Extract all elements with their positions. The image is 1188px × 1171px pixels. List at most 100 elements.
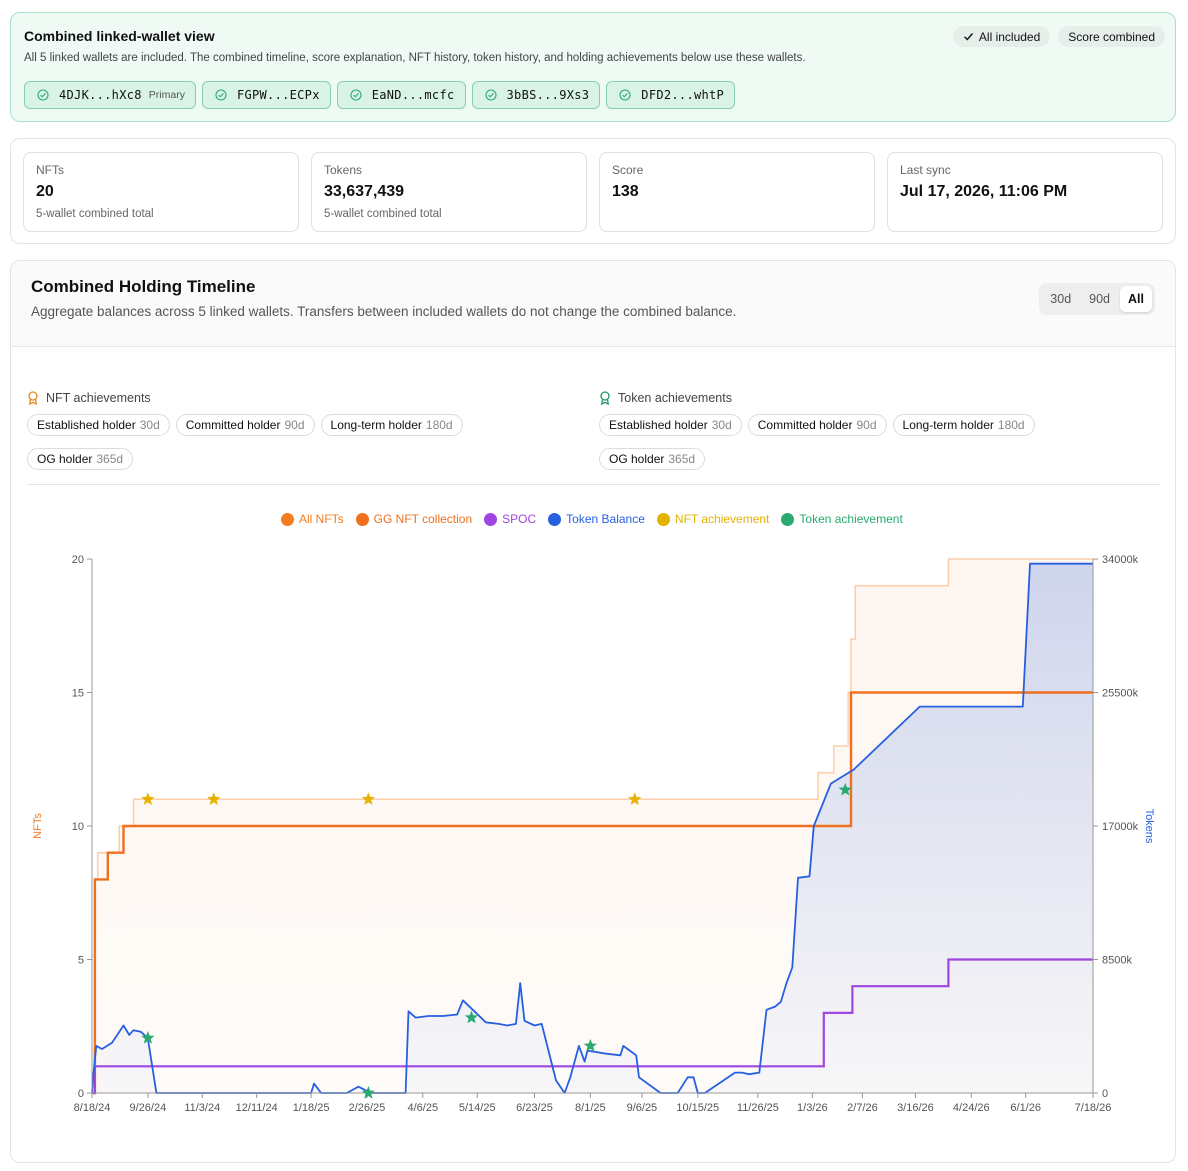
award-icon [600,391,610,405]
y-right-tick-label: 17000k [1102,821,1139,833]
section-divider [27,484,1161,485]
x-tick-label: 6/23/25 [516,1102,553,1114]
legend-item-spoc[interactable]: SPOC [484,512,536,526]
token-achievements: Token achievements Established holder 30d… [599,388,1159,470]
timeline-description: Aggregate balances across 5 linked walle… [31,304,737,319]
wallet-address: 4DJK...hXc8 [59,88,142,102]
achievement-duration: 90d [856,418,877,432]
nft-achievement-marker [628,792,642,805]
wallet-chip[interactable]: 4DJK...hXc8 Primary [24,81,196,109]
achievement-name: Established holder [609,418,708,432]
stat-label: Score [612,163,644,177]
legend-item-gg-nft[interactable]: GG NFT collection [355,512,473,526]
x-tick-label: 2/26/25 [349,1102,386,1114]
y-right-axis-label: Tokens [1143,809,1155,844]
wallet-list: 4DJK...hXc8 Primary FGPW...ECPx EaND...m… [24,81,736,109]
all-included-label: All included [978,29,1041,44]
legend-label: GG NFT collection [373,512,473,526]
y-left-tick-label: 15 [72,688,84,700]
y-right-tick-label: 34000k [1102,554,1139,566]
x-tick-label: 9/6/25 [627,1102,658,1114]
stat-label: Tokens [324,163,363,177]
y-left-tick-label: 20 [72,554,84,566]
y-right-tick-label: 8500k [1102,955,1132,967]
token-balance-area [92,563,1093,1093]
score-combined-label: Score combined [1068,29,1155,44]
x-tick-label: 12/11/24 [236,1102,278,1114]
stat-sub: 5-wallet combined total [36,208,154,220]
achievement-chip: Established holder 30d [599,414,742,436]
token-achievements-header: Token achievements [599,388,1159,408]
all-included-badge: All included [952,26,1051,47]
legend-swatch [548,512,562,526]
x-tick-label: 8/1/25 [575,1102,606,1114]
y-right-tick-label: 0 [1102,1088,1108,1100]
wallet-chip[interactable]: DFD2...whtP [606,81,736,109]
achievement-duration: 365d [96,452,124,466]
timeline-header: Combined Holding Timeline Aggregate bala… [11,261,1175,347]
holding-timeline-panel: Combined Holding Timeline Aggregate bala… [10,260,1176,1163]
achievement-duration: 180d [997,418,1025,432]
legend-swatch [355,512,369,526]
wallet-tag: Primary [148,89,185,101]
token-achievement-marker [464,1010,479,1024]
wallet-address: FGPW...ECPx [236,88,320,102]
achievement-chip: Long-term holder 180d [320,414,463,436]
wallet-chip[interactable]: 3bBS...9Xs3 [471,81,601,109]
achievement-name: OG holder [37,452,93,466]
banner-title: Combined linked-wallet view [24,28,215,44]
y-left-tick-label: 5 [78,955,84,967]
x-tick-label: 1/18/25 [293,1102,330,1114]
legend-swatch [484,512,498,526]
legend-label: Token achievement [799,512,903,526]
nft-achievements-title: NFT achievements [46,391,151,405]
achievement-name: Established holder [37,418,136,432]
banner-badges: All included Score combined [952,26,1165,47]
check-circle-icon [350,89,362,101]
stats-panel: NFTs 20 5-wallet combined total Tokens 3… [10,138,1176,244]
achievement-chip: OG holder 365d [27,448,134,470]
check-circle-icon [37,89,49,101]
wallet-address: DFD2...whtP [641,88,725,102]
x-tick-label: 10/15/25 [676,1102,719,1114]
achievement-duration: 90d [284,418,305,432]
achievement-duration: 365d [668,452,696,466]
range-90d-button[interactable]: 90d [1089,292,1111,306]
stat-value: 20 [36,183,54,200]
legend-item-all-nfts[interactable]: All NFTs [281,512,344,526]
achievement-duration: 30d [139,418,160,432]
legend-item-nft-achievement[interactable]: NFT achievement [656,512,769,526]
achievement-name: Long-term holder [902,418,994,432]
wallet-chip[interactable]: FGPW...ECPx [201,81,331,109]
wallet-address: EaND...mcfc [371,88,455,102]
wallet-chip[interactable]: EaND...mcfc [336,81,466,109]
stat-card-score: Score 138 [599,152,875,232]
stat-label: Last sync [900,163,951,177]
x-tick-label: 4/24/26 [953,1102,990,1114]
legend-item-token-balance[interactable]: Token Balance [548,512,645,526]
x-tick-label: 11/26/25 [737,1102,779,1114]
token-achievement-marker [141,1031,155,1044]
wallet-address: 3bBS...9Xs3 [506,88,590,102]
check-circle-icon [484,89,497,101]
token-achievement-chips: Established holder 30d Committed holder 90… [599,414,1159,470]
score-combined-badge: Score combined [1058,26,1165,47]
all-nfts-line [92,558,1093,1094]
legend-label: Token Balance [566,512,645,526]
stat-value: 33,637,439 [324,183,405,200]
achievement-duration: 30d [711,418,732,432]
achievement-name: Committed holder [757,418,853,432]
nft-achievement-marker [207,792,221,805]
nft-achievement-chips: Established holder 30d Committed holder 90… [27,414,587,470]
achievement-chip: Committed holder 90d [747,414,887,436]
token-achievement-marker [361,1086,375,1099]
legend-item-token-achievement[interactable]: Token achievement [781,512,903,526]
x-tick-label: 5/14/25 [459,1102,496,1114]
legend-label: All NFTs [299,512,344,526]
range-all-button[interactable]: All [1120,286,1152,312]
x-tick-label: 11/3/24 [184,1102,220,1114]
range-30d-button[interactable]: 30d [1050,292,1072,306]
nft-achievement-marker [141,792,155,805]
x-tick-label: 8/18/24 [74,1102,111,1114]
y-left-tick-label: 10 [72,821,84,833]
